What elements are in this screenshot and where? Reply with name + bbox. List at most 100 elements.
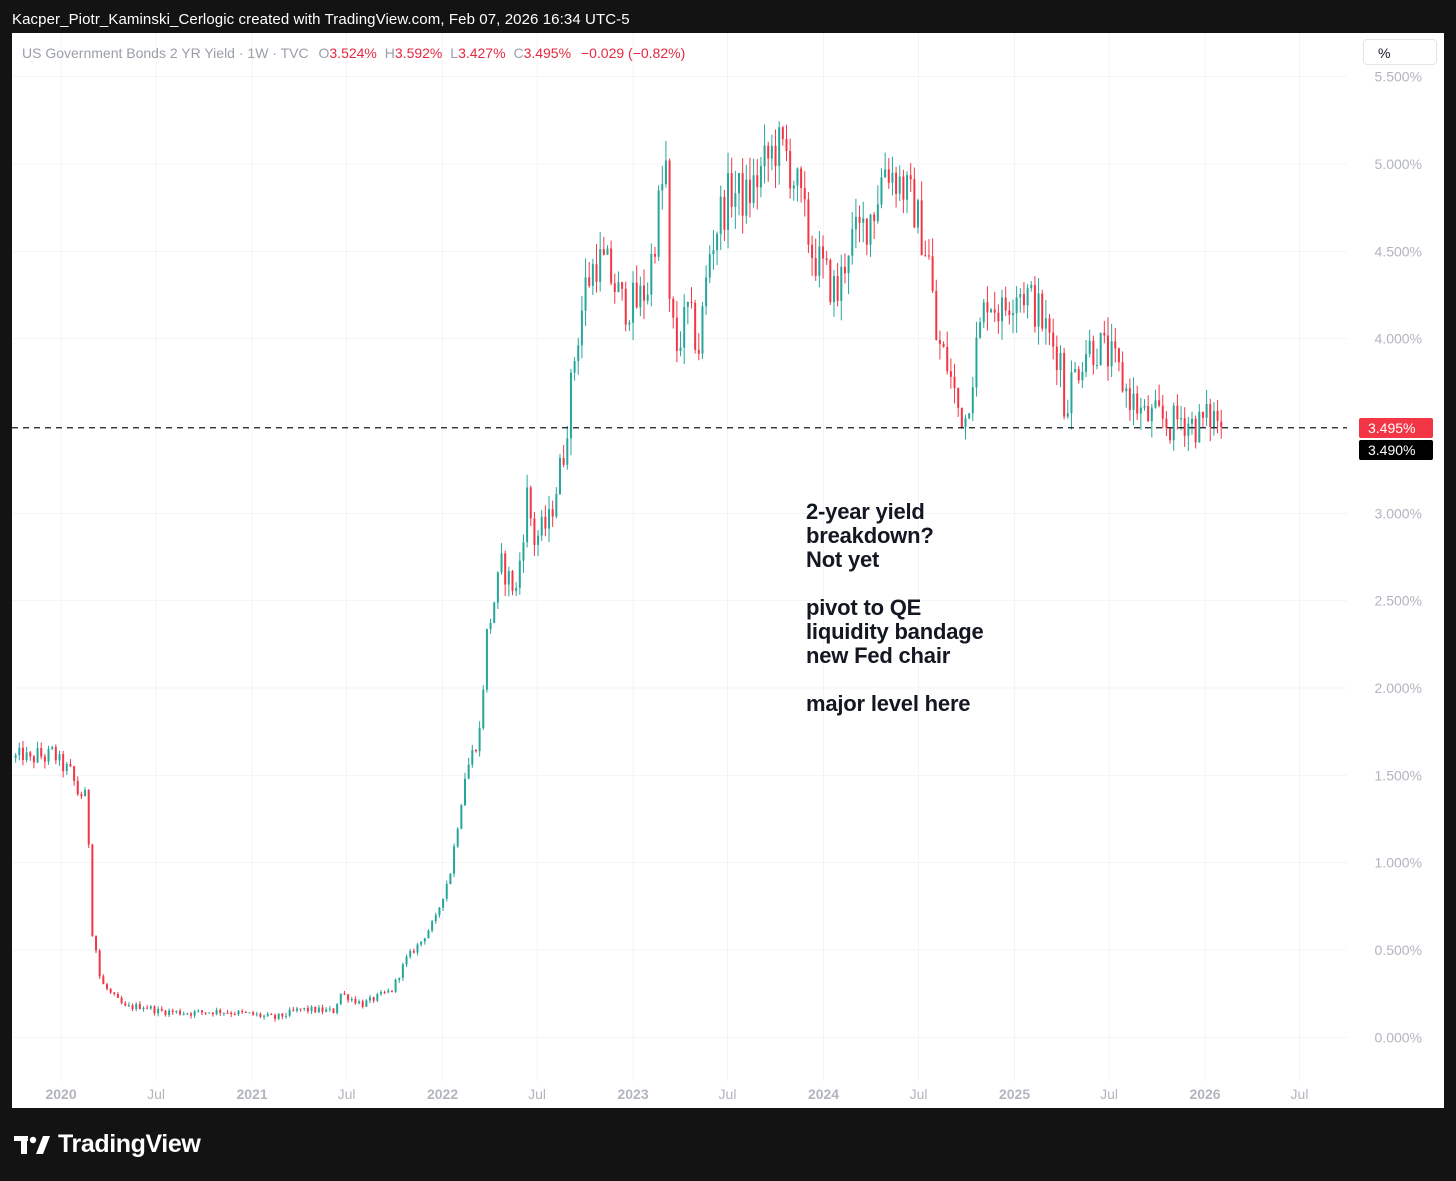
candle-body [789,151,792,189]
candle-body [1063,352,1066,417]
candle-body [464,778,467,806]
candle-body [551,509,554,517]
candle-body [621,282,624,289]
candle-body [818,246,821,276]
candle-body [672,298,675,318]
candle-body [624,288,627,325]
candle-body [814,258,817,276]
candle-body [555,493,558,517]
candle-body [1161,405,1164,419]
candle-body [299,1008,302,1010]
x-axis-tick-label: 2022 [427,1086,458,1102]
candle-body [632,282,635,323]
candle-body [478,728,481,752]
candle-body [628,322,631,325]
candle-body [32,756,35,763]
candle-body [533,518,536,546]
x-axis-tick-label: Jul [528,1086,546,1102]
candle-body [1180,418,1183,420]
candle-body [657,190,660,257]
candle-body [1150,407,1153,422]
candle-body [957,388,960,408]
candle-body [537,535,540,546]
candle-body [1154,400,1157,408]
candlestick-chart[interactable]: 5.500% 5.000% 4.500% 4.000% 3.000% 2.500% 2.00… [12,33,1444,1108]
candle-body [14,755,17,758]
candle-body [811,244,814,259]
candle-body [204,1012,207,1014]
candle-body [131,1005,134,1010]
candle-body [73,766,76,781]
percent-scale-button[interactable]: % [1363,39,1437,65]
candle-body [332,1008,335,1014]
candle-body [584,277,587,311]
candle-body [105,984,108,989]
chart-panel[interactable]: 5.500% 5.000% 4.500% 4.000% 3.000% 2.500% 2.00… [12,33,1444,1108]
candle-body [917,200,920,228]
candle-body [843,266,846,274]
candle-body [1190,418,1193,424]
candle-body [263,1015,266,1017]
candle-body [924,255,927,257]
candle-body [474,750,477,752]
candle-body [913,179,916,228]
candle-body [36,748,39,763]
x-axis-tick-label: Jul [1100,1086,1118,1102]
candle-body [566,438,569,465]
candle-body [222,1012,225,1014]
candle-body [646,294,649,301]
candle-body [858,216,861,223]
last-price-label: 3.495% [1359,418,1433,438]
candle-body [18,747,21,756]
candle-body [643,285,646,301]
y-axis-tick-label: 2.000% [1375,680,1422,696]
candle-body [1022,294,1025,306]
y-axis-tick-label: 1.000% [1375,855,1422,871]
candle-body [361,1001,364,1007]
candle-body [252,1012,255,1015]
candle-body [1172,405,1175,441]
candle-body [306,1007,309,1012]
candle-body [971,387,974,414]
candle-body [160,1008,163,1011]
x-axis-tick-label: 2021 [236,1086,267,1102]
candle-body [927,255,930,257]
candle-body [1081,371,1084,381]
candle-body [1201,411,1204,418]
candle-body [515,587,518,591]
candle-body [336,1004,339,1014]
candle-body [588,277,591,286]
y-axis-tick-label: 5.000% [1375,156,1422,172]
candle-body [153,1006,156,1014]
candle-body [420,941,423,945]
candle-body [233,1014,236,1016]
candle-body [482,689,485,729]
candle-body [825,258,828,261]
candle-body [650,253,653,295]
candle-body [1139,407,1142,414]
candle-body [138,1004,141,1010]
candle-body [862,218,865,223]
candle-body [467,764,470,779]
candle-body [1103,332,1106,336]
candle-body [723,196,726,230]
candle-body [281,1013,284,1017]
candle-body [734,193,737,207]
candle-body [756,175,759,188]
candle-body [255,1013,258,1015]
candle-body [442,898,445,908]
candle-body [931,256,934,291]
candle-body [661,184,664,191]
candle-body [1088,340,1091,355]
candle-body [1132,393,1135,410]
candle-body [518,560,521,588]
candle-body [431,921,434,931]
candle-body [259,1013,262,1017]
candle-body [47,748,50,762]
candle-body [690,301,693,303]
candle-body [1055,346,1058,371]
candle-body [237,1010,240,1015]
candle-body [76,780,79,795]
candle-body [29,752,32,757]
candle-body [526,487,529,543]
